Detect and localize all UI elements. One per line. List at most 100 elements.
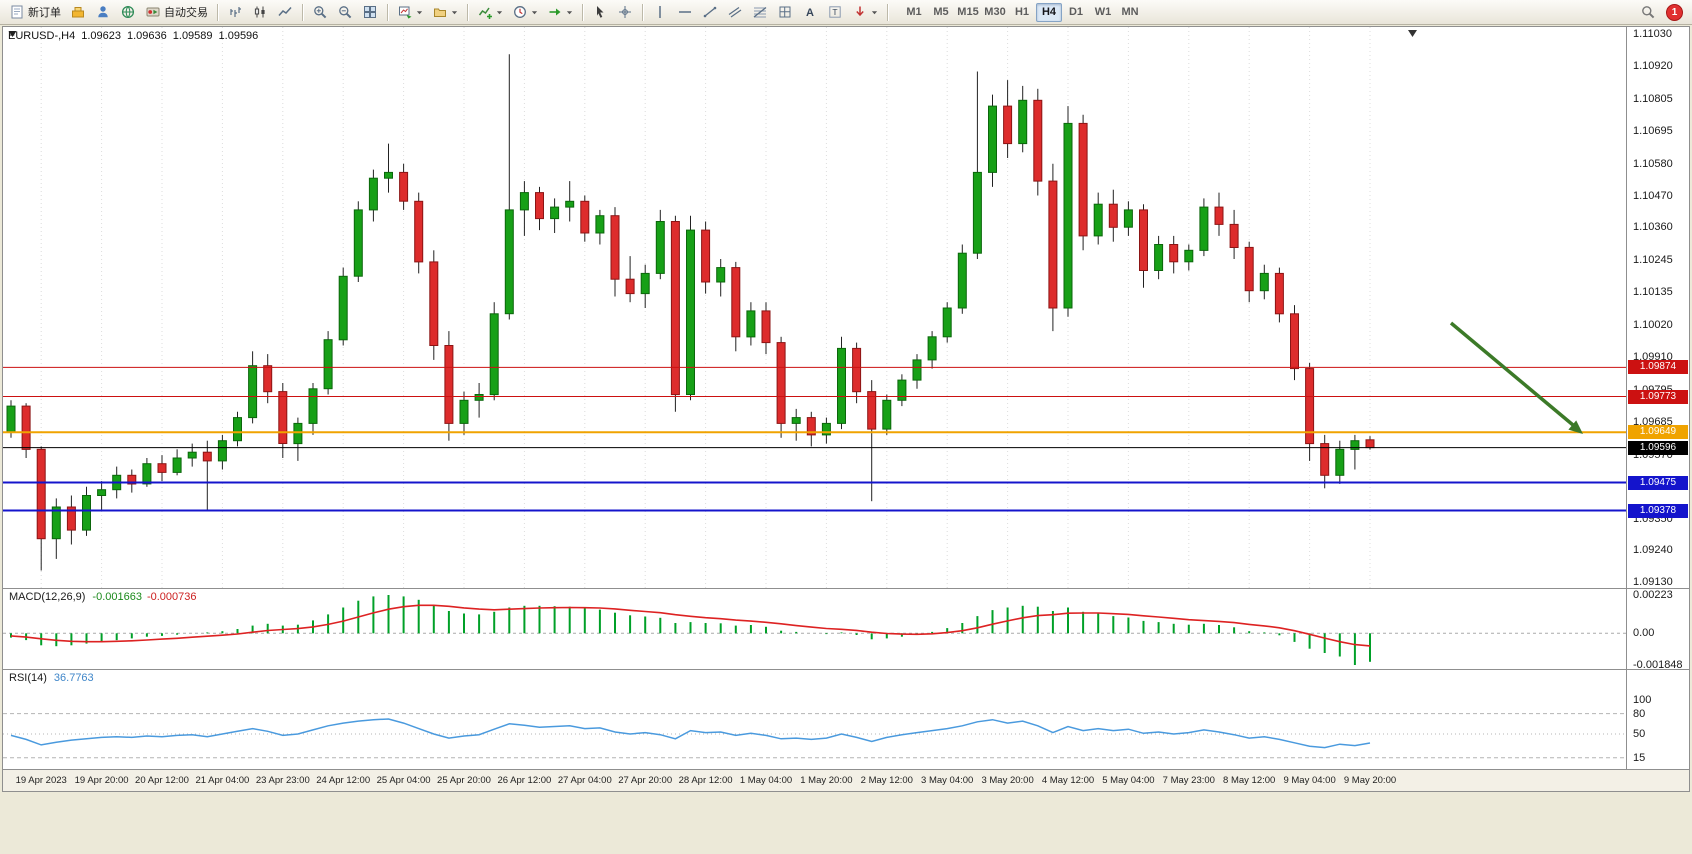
- crosshair-button[interactable]: [613, 2, 637, 23]
- date-tick: 21 Apr 04:00: [195, 775, 250, 786]
- macd-signal-value: -0.000736: [146, 591, 197, 603]
- candle: [66, 506, 76, 531]
- label-tool-button[interactable]: T: [823, 2, 847, 23]
- price-badge: 1.09475: [1628, 475, 1688, 490]
- close-value: 1.09596: [218, 30, 259, 42]
- horizontal-line-button[interactable]: [673, 2, 697, 23]
- candle: [142, 463, 152, 485]
- cursor-button[interactable]: [588, 2, 612, 23]
- arrows-tool-button[interactable]: [848, 2, 882, 23]
- chart-window: EURUSD-,H4 1.09623 1.09636 1.09589 1.095…: [2, 26, 1690, 792]
- autotrading-button[interactable]: 自动交易: [141, 2, 212, 23]
- periods-button[interactable]: [508, 2, 542, 23]
- candle: [444, 345, 454, 424]
- chart-shift-marker-icon[interactable]: [1408, 30, 1417, 37]
- toolbar-separator: [642, 3, 643, 21]
- date-tick: 20 Apr 12:00: [135, 775, 189, 786]
- candle: [565, 200, 575, 208]
- symbol-dropdown-icon[interactable]: [8, 30, 17, 38]
- date-tick: 3 May 04:00: [921, 775, 974, 786]
- date-tick: 25 Apr 20:00: [437, 775, 491, 786]
- bar-chart-mode-button[interactable]: [223, 2, 247, 23]
- profiles-button[interactable]: [428, 2, 462, 23]
- timeframe-button-H4[interactable]: H4: [1036, 2, 1062, 22]
- candle: [429, 261, 439, 346]
- candle: [686, 229, 695, 395]
- fibonacci-button[interactable]: [748, 2, 772, 23]
- vertical-line-button[interactable]: [648, 2, 672, 23]
- candle: [640, 272, 650, 295]
- timeframe-button-M30[interactable]: M30: [982, 3, 1008, 22]
- toolbar-separator: [467, 3, 468, 21]
- timeframe-button-MN[interactable]: MN: [1117, 3, 1143, 22]
- candle: [6, 405, 16, 433]
- candle: [233, 417, 242, 442]
- trend-arrow-annotation[interactable]: [1449, 321, 1575, 427]
- toolbar-separator: [217, 3, 218, 21]
- macd-scale-tick: 0.00: [1633, 627, 1655, 640]
- zoom-in-button[interactable]: [308, 2, 332, 23]
- candle: [36, 448, 46, 540]
- new-order-icon: [9, 4, 25, 20]
- zoom-out-button[interactable]: [333, 2, 357, 23]
- grid-tool-button[interactable]: [773, 2, 797, 23]
- rsi-pane[interactable]: RSI(14) 36.7763: [3, 670, 1627, 770]
- svg-text:T: T: [832, 7, 837, 17]
- candle: [172, 457, 182, 473]
- tile-windows-icon: [362, 4, 378, 20]
- market-button[interactable]: [66, 2, 90, 23]
- candle: [837, 347, 846, 424]
- date-tick: 19 Apr 2023: [15, 775, 67, 786]
- timeframe-button-W1[interactable]: W1: [1090, 3, 1116, 22]
- candle: [988, 105, 997, 173]
- candle: [1214, 206, 1224, 225]
- candle: [353, 209, 363, 277]
- candle: [1003, 105, 1013, 145]
- template-arrow-icon: [547, 4, 563, 20]
- pane-splitter[interactable]: [3, 588, 1689, 589]
- candlestick-mode-button[interactable]: [248, 2, 272, 23]
- trendline-button[interactable]: [698, 2, 722, 23]
- macd-pane[interactable]: MACD(12,26,9) -0.001663 -0.000736: [3, 589, 1627, 669]
- new-chart-button[interactable]: [393, 2, 427, 23]
- main-chart-pane[interactable]: EURUSD-,H4 1.09623 1.09636 1.09589 1.095…: [3, 27, 1627, 588]
- date-tick: 27 Apr 04:00: [557, 775, 612, 786]
- templates-button[interactable]: [543, 2, 577, 23]
- notification-badge[interactable]: 1: [1666, 3, 1683, 21]
- candle: [716, 267, 726, 283]
- rsi-chart: [3, 713, 1627, 759]
- line-chart-mode-button[interactable]: [273, 2, 297, 23]
- date-tick: 4 May 12:00: [1041, 775, 1095, 786]
- price-badge: 1.09378: [1628, 503, 1688, 518]
- ohlc-bars-icon: [227, 4, 243, 20]
- candle: [701, 229, 711, 283]
- indicators-button[interactable]: [473, 2, 507, 23]
- candle: [1063, 122, 1073, 309]
- tile-windows-button[interactable]: [358, 2, 382, 23]
- vertical-line-icon: [652, 4, 668, 20]
- timeframe-button-M5[interactable]: M5: [928, 3, 954, 22]
- search-button[interactable]: [1636, 2, 1660, 23]
- pane-splitter[interactable]: [3, 669, 1689, 670]
- timeframe-button-M1[interactable]: M1: [901, 3, 927, 22]
- timeframe-button-H1[interactable]: H1: [1009, 3, 1035, 22]
- price-badge: 1.09874: [1628, 360, 1688, 375]
- profile-button[interactable]: [91, 2, 115, 23]
- timeframe-button-D1[interactable]: D1: [1063, 3, 1089, 22]
- price-axis[interactable]: 1.11030 1.10920 1.10805 1.10695 1.10580 1.104…: [1626, 27, 1689, 771]
- text-tool-button[interactable]: A: [798, 2, 822, 23]
- templates-caret-icon: [566, 9, 573, 16]
- candle: [1335, 448, 1345, 476]
- candle: [1139, 209, 1148, 271]
- community-button[interactable]: [116, 2, 140, 23]
- date-axis[interactable]: 19 Apr 2023 19 Apr 20:00 20 Apr 12:00 21 Ap…: [3, 769, 1689, 791]
- clock-icon: [512, 4, 528, 20]
- timeframe-button-M15[interactable]: M15: [955, 3, 981, 22]
- price-tick: 1.09240: [1633, 544, 1673, 557]
- candle: [1184, 249, 1194, 263]
- channel-button[interactable]: [723, 2, 747, 23]
- symbol-period-label: EURUSD-,H4: [8, 30, 76, 42]
- new-order-button[interactable]: 新订单: [5, 2, 65, 23]
- candle: [1108, 203, 1118, 228]
- date-tick: 7 May 23:00: [1162, 775, 1215, 786]
